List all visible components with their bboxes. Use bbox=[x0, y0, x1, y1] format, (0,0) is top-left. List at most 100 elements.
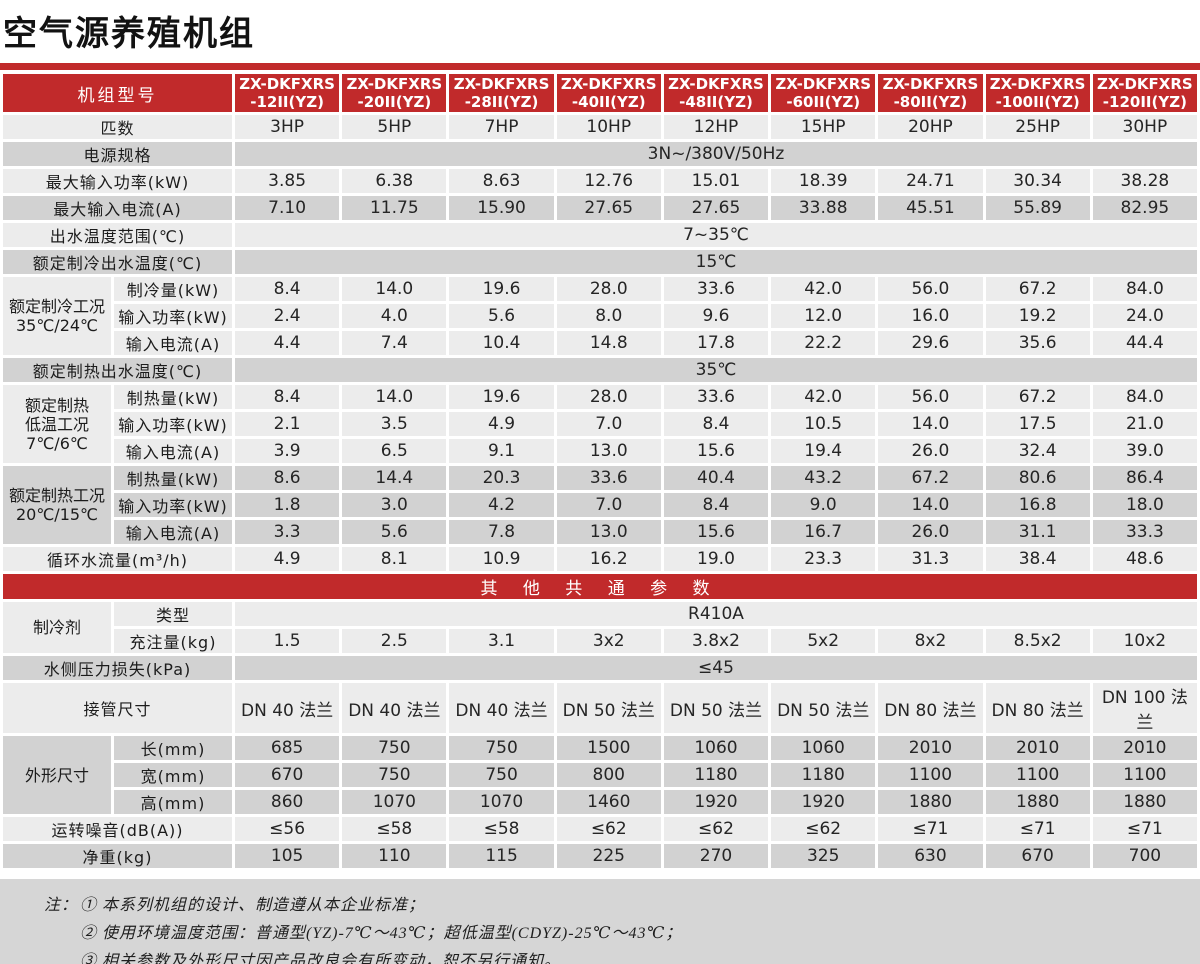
value-cell-r15-c2: 7.8 bbox=[449, 520, 554, 544]
value-cell-r21-c0: DN 40 法兰 bbox=[235, 683, 340, 733]
value-cell-r7-c7: 19.2 bbox=[985, 304, 1090, 328]
value-cell-r10-c4: 33.6 bbox=[663, 385, 769, 409]
value-cell-r19-c4: 3.8x2 bbox=[663, 629, 769, 653]
value-cell-r7-c3: 8.0 bbox=[556, 304, 661, 328]
row-label-cell: 制热量(kW) bbox=[114, 466, 232, 490]
spec-row: 额定制热工况 20℃/15℃ 制热量(kW) 8.6 14.4 20.3 33.6 40.4… bbox=[3, 466, 1197, 544]
spec-row: 输入电流(A) 3.3 5.6 7.8 13.0 15.6 16.7 26.0 31.1 33.3 bbox=[3, 520, 1197, 544]
value-cell-r14-c4: 8.4 bbox=[663, 493, 769, 517]
row-label-cell: 输入电流(A) bbox=[114, 331, 232, 355]
value-cell-r25-c5: ≤62 bbox=[771, 817, 876, 841]
value-cell-r16-c6: 31.3 bbox=[878, 547, 983, 571]
value-cell-r21-c6: DN 80 法兰 bbox=[878, 683, 983, 733]
value-cell-r21-c8: DN 100 法兰 bbox=[1092, 683, 1197, 733]
value-cell-r19-c0: 1.5 bbox=[235, 629, 340, 653]
value-cell-r24-c4: 1920 bbox=[663, 790, 769, 814]
value-cell-r2-c6: 24.71 bbox=[878, 169, 983, 193]
spec-row: 循环水流量(m³/h) 4.9 8.1 10.9 16.2 19.0 23.3 31.3 38.… bbox=[3, 547, 1197, 571]
spanned-value-cell: R410A bbox=[235, 602, 1197, 626]
value-cell-r0-c4: 12HP bbox=[663, 115, 769, 139]
row-label-cell: 输入功率(kW) bbox=[114, 304, 232, 328]
spec-row: 最大输入功率(kW) 3.85 6.38 8.63 12.76 15.01 18.39 24.… bbox=[3, 169, 1197, 193]
value-cell-r23-c3: 800 bbox=[556, 763, 661, 787]
row-label-cell: 额定制热出水温度(℃) bbox=[3, 358, 232, 382]
row-label-cell: 长(mm) bbox=[114, 736, 232, 760]
value-cell-r2-c3: 12.76 bbox=[556, 169, 661, 193]
value-cell-r16-c0: 4.9 bbox=[235, 547, 340, 571]
value-cell-r24-c7: 1880 bbox=[985, 790, 1090, 814]
value-cell-r10-c6: 56.0 bbox=[878, 385, 983, 409]
value-cell-r11-c4: 8.4 bbox=[663, 412, 769, 436]
value-cell-r16-c8: 48.6 bbox=[1092, 547, 1197, 571]
value-cell-r14-c2: 4.2 bbox=[449, 493, 554, 517]
value-cell-r22-c6: 2010 bbox=[878, 736, 983, 760]
note-text: ① 本系列机组的设计、制造遵从本企业标准； bbox=[80, 897, 426, 914]
value-cell-r14-c0: 1.8 bbox=[235, 493, 340, 517]
value-cell-r6-c5: 42.0 bbox=[771, 277, 876, 301]
note-line-3: ③ 相关参数及外形尺寸因产品改良会有所变动，恕不另行通知。 bbox=[44, 948, 1170, 964]
value-cell-r23-c2: 750 bbox=[449, 763, 554, 787]
value-cell-r19-c6: 8x2 bbox=[878, 629, 983, 653]
value-cell-r8-c7: 35.6 bbox=[985, 331, 1090, 355]
value-cell-r15-c6: 26.0 bbox=[878, 520, 983, 544]
spec-row: 外形尺寸 长(mm) 685 750 750 1500 1060 1060 2010 2010 20… bbox=[3, 736, 1197, 814]
value-cell-r23-c6: 1100 bbox=[878, 763, 983, 787]
value-cell-r24-c5: 1920 bbox=[771, 790, 876, 814]
value-cell-r2-c1: 6.38 bbox=[342, 169, 447, 193]
value-cell-r15-c4: 15.6 bbox=[663, 520, 769, 544]
value-cell-r11-c7: 17.5 bbox=[985, 412, 1090, 436]
value-cell-r3-c2: 15.90 bbox=[449, 196, 554, 220]
model-header-row: 机组型号 ZX-DKFXRS -12II(YZ) ZX-DKFXRS -20II(Y… bbox=[3, 74, 1197, 112]
spanned-value-cell: 3N~/380V/50Hz bbox=[235, 142, 1197, 166]
value-cell-r22-c0: 685 bbox=[235, 736, 340, 760]
value-cell-r19-c8: 10x2 bbox=[1092, 629, 1197, 653]
value-cell-r0-c3: 10HP bbox=[556, 115, 661, 139]
value-cell-r26-c3: 225 bbox=[556, 844, 661, 868]
value-cell-r26-c4: 270 bbox=[663, 844, 769, 868]
value-cell-r16-c2: 10.9 bbox=[449, 547, 554, 571]
spec-row: 净重(kg) 105 110 115 225 270 325 630 670 700 bbox=[3, 844, 1197, 868]
value-cell-r26-c8: 700 bbox=[1092, 844, 1197, 868]
row-label-cell: 水侧压力损失(kPa) bbox=[3, 656, 232, 680]
value-cell-r13-c6: 67.2 bbox=[878, 466, 983, 490]
value-cell-r22-c7: 2010 bbox=[985, 736, 1090, 760]
value-cell-r2-c0: 3.85 bbox=[235, 169, 340, 193]
row-label-cell: 电源规格 bbox=[3, 142, 232, 166]
value-cell-r23-c1: 750 bbox=[342, 763, 447, 787]
row-label-cell: 高(mm) bbox=[114, 790, 232, 814]
section-banner-row: 其 他 共 通 参 数 bbox=[3, 574, 1197, 599]
value-cell-r13-c0: 8.6 bbox=[235, 466, 340, 490]
title-divider-bar bbox=[0, 63, 1200, 70]
value-cell-r14-c8: 18.0 bbox=[1092, 493, 1197, 517]
spanned-value-cell: 15℃ bbox=[235, 250, 1197, 274]
value-cell-r25-c4: ≤62 bbox=[663, 817, 769, 841]
value-cell-r24-c2: 1070 bbox=[449, 790, 554, 814]
row-label-cell: 宽(mm) bbox=[114, 763, 232, 787]
value-cell-r12-c3: 13.0 bbox=[556, 439, 661, 463]
note-text: ③ 相关参数及外形尺寸因产品改良会有所变动，恕不另行通知。 bbox=[80, 953, 562, 964]
value-cell-r14-c1: 3.0 bbox=[342, 493, 447, 517]
value-cell-r14-c3: 7.0 bbox=[556, 493, 661, 517]
value-cell-r11-c0: 2.1 bbox=[235, 412, 340, 436]
row-label-cell: 接管尺寸 bbox=[3, 683, 232, 733]
row-label-cell: 净重(kg) bbox=[3, 844, 232, 868]
note-line-1: 注： ① 本系列机组的设计、制造遵从本企业标准； bbox=[44, 892, 1170, 920]
value-cell-r23-c8: 1100 bbox=[1092, 763, 1197, 787]
value-cell-r21-c5: DN 50 法兰 bbox=[771, 683, 876, 733]
value-cell-r21-c7: DN 80 法兰 bbox=[985, 683, 1090, 733]
value-cell-r12-c1: 6.5 bbox=[342, 439, 447, 463]
row-label-cell: 输入电流(A) bbox=[114, 520, 232, 544]
value-cell-r14-c7: 16.8 bbox=[985, 493, 1090, 517]
row-label-cell: 运转噪音(dB(A)) bbox=[3, 817, 232, 841]
value-cell-r6-c8: 84.0 bbox=[1092, 277, 1197, 301]
value-cell-r8-c2: 10.4 bbox=[449, 331, 554, 355]
value-cell-r0-c7: 25HP bbox=[985, 115, 1090, 139]
row-label-cell: 循环水流量(m³/h) bbox=[3, 547, 232, 571]
page-title: 空气源养殖机组 bbox=[3, 14, 255, 54]
spanned-value-cell: 7~35℃ bbox=[235, 223, 1197, 247]
value-cell-r6-c3: 28.0 bbox=[556, 277, 661, 301]
spec-table-body: 匹数 3HP 5HP 7HP 10HP 12HP 15HP 20HP 25HP 30HP 电源规格 3… bbox=[3, 115, 1197, 868]
value-cell-r23-c5: 1180 bbox=[771, 763, 876, 787]
spec-row: 输入功率(kW) 2.4 4.0 5.6 8.0 9.6 12.0 16.0 19.2 24.0 bbox=[3, 304, 1197, 328]
